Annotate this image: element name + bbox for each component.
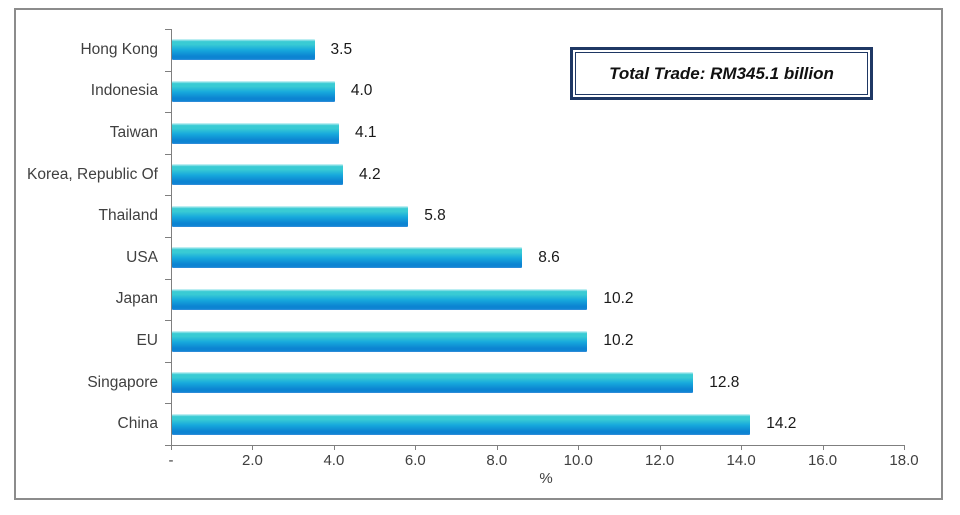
y-axis-tick (165, 29, 171, 30)
bar (172, 205, 409, 227)
x-axis-tick (741, 445, 743, 450)
x-axis-tick (252, 445, 254, 450)
category-label: Korea, Republic Of (27, 165, 158, 183)
total-trade-annotation-text: Total Trade: RM345.1 billion (609, 63, 834, 83)
bar (172, 330, 588, 352)
value-label: 14.2 (766, 415, 797, 433)
x-axis-title: % (539, 470, 553, 487)
x-axis-tick-label: 12.0 (645, 452, 675, 469)
bar (172, 372, 694, 394)
category-label: China (117, 415, 159, 433)
bar (172, 288, 588, 310)
x-axis-line (165, 445, 905, 446)
y-axis-tick (165, 320, 171, 322)
value-label: 12.8 (709, 373, 740, 391)
x-axis-tick-label: 4.0 (323, 452, 345, 469)
category-label: Thailand (98, 207, 158, 225)
category-label: EU (136, 331, 158, 349)
category-label: Taiwan (109, 123, 158, 141)
value-label: 4.1 (354, 123, 377, 141)
value-label: 4.2 (359, 165, 381, 183)
x-axis-tick (171, 445, 172, 450)
chart-frame: Total Trade: RM345.1 billion Hong Kong 3.… (14, 8, 943, 500)
y-axis-tick (165, 237, 171, 238)
value-label: 8.6 (538, 248, 560, 266)
value-label: 5.8 (424, 207, 446, 225)
x-axis-tick (415, 445, 417, 450)
bar (172, 39, 315, 61)
x-axis-tick-label: 6.0 (404, 452, 426, 469)
y-axis-line (171, 29, 172, 445)
category-label: USA (126, 248, 158, 266)
bar (172, 413, 751, 435)
total-trade-annotation-box: Total Trade: RM345.1 billion (570, 47, 873, 100)
bar (172, 80, 335, 102)
category-label: Japan (115, 290, 158, 308)
bar (172, 122, 339, 144)
x-axis-tick (578, 445, 580, 450)
x-axis-tick-label: 8.0 (486, 452, 508, 469)
plot-area: Hong Kong 3.5 Indonesia 4.0 Taiwan 4.1 Korea, … (16, 10, 941, 498)
value-label: 3.5 (330, 40, 353, 58)
value-label: 10.2 (603, 331, 634, 349)
x-axis-tick (333, 445, 335, 450)
x-axis-tick (822, 445, 824, 450)
y-axis-tick (165, 112, 171, 114)
category-label: Hong Kong (80, 40, 158, 58)
bar (172, 247, 523, 269)
y-axis-tick (165, 153, 171, 155)
total-trade-annotation-inner-border: Total Trade: RM345.1 billion (575, 52, 868, 95)
value-label: 10.2 (603, 290, 634, 308)
x-axis-tick-label: 14.0 (726, 452, 756, 469)
y-axis-tick (165, 361, 171, 363)
y-axis-tick (165, 278, 171, 280)
bar (172, 164, 344, 186)
category-label: Indonesia (90, 82, 158, 100)
x-axis-tick-label: 10.0 (563, 452, 593, 469)
category-label: Singapore (87, 373, 158, 391)
x-axis-tick-label: 16.0 (807, 452, 838, 469)
value-label: 4.0 (350, 82, 373, 100)
x-axis-tick (904, 445, 905, 450)
x-axis-tick-label: 2.0 (242, 452, 263, 469)
x-axis-tick (659, 445, 661, 450)
y-axis-tick (165, 195, 171, 197)
y-axis-tick (165, 403, 171, 405)
x-axis-tick-label: - (168, 452, 174, 469)
x-axis-tick-label: 18.0 (889, 452, 919, 469)
y-axis-tick (165, 70, 171, 72)
x-axis-tick (496, 445, 498, 450)
